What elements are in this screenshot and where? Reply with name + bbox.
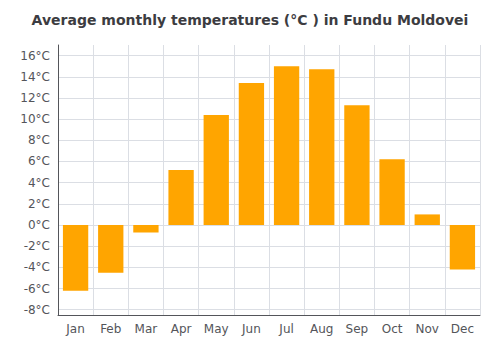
svg-text:Sep: Sep (346, 322, 369, 336)
svg-text:Mar: Mar (135, 322, 158, 336)
svg-text:10°C: 10°C (20, 112, 50, 126)
svg-text:Jul: Jul (278, 322, 293, 336)
svg-text:-8°C: -8°C (24, 303, 50, 317)
svg-text:Dec: Dec (451, 322, 474, 336)
svg-text:4°C: 4°C (28, 176, 50, 190)
svg-text:Feb: Feb (100, 322, 121, 336)
svg-text:12°C: 12°C (20, 91, 50, 105)
svg-text:Oct: Oct (382, 322, 403, 336)
svg-text:-2°C: -2°C (24, 239, 50, 253)
svg-text:-6°C: -6°C (24, 282, 50, 296)
svg-text:Jan: Jan (65, 322, 85, 336)
svg-text:0°C: 0°C (28, 218, 50, 232)
svg-text:2°C: 2°C (28, 197, 50, 211)
svg-text:Apr: Apr (171, 322, 192, 336)
svg-text:Nov: Nov (416, 322, 439, 336)
svg-text:Average monthly temperatures (: Average monthly temperatures (°C ) in Fu… (32, 12, 469, 28)
svg-text:6°C: 6°C (28, 154, 50, 168)
svg-text:16°C: 16°C (20, 49, 50, 63)
svg-text:Jun: Jun (241, 322, 261, 336)
svg-text:14°C: 14°C (20, 70, 50, 84)
svg-text:Aug: Aug (310, 322, 333, 336)
svg-text:May: May (204, 322, 229, 336)
svg-text:8°C: 8°C (28, 133, 50, 147)
svg-text:-4°C: -4°C (24, 260, 50, 274)
